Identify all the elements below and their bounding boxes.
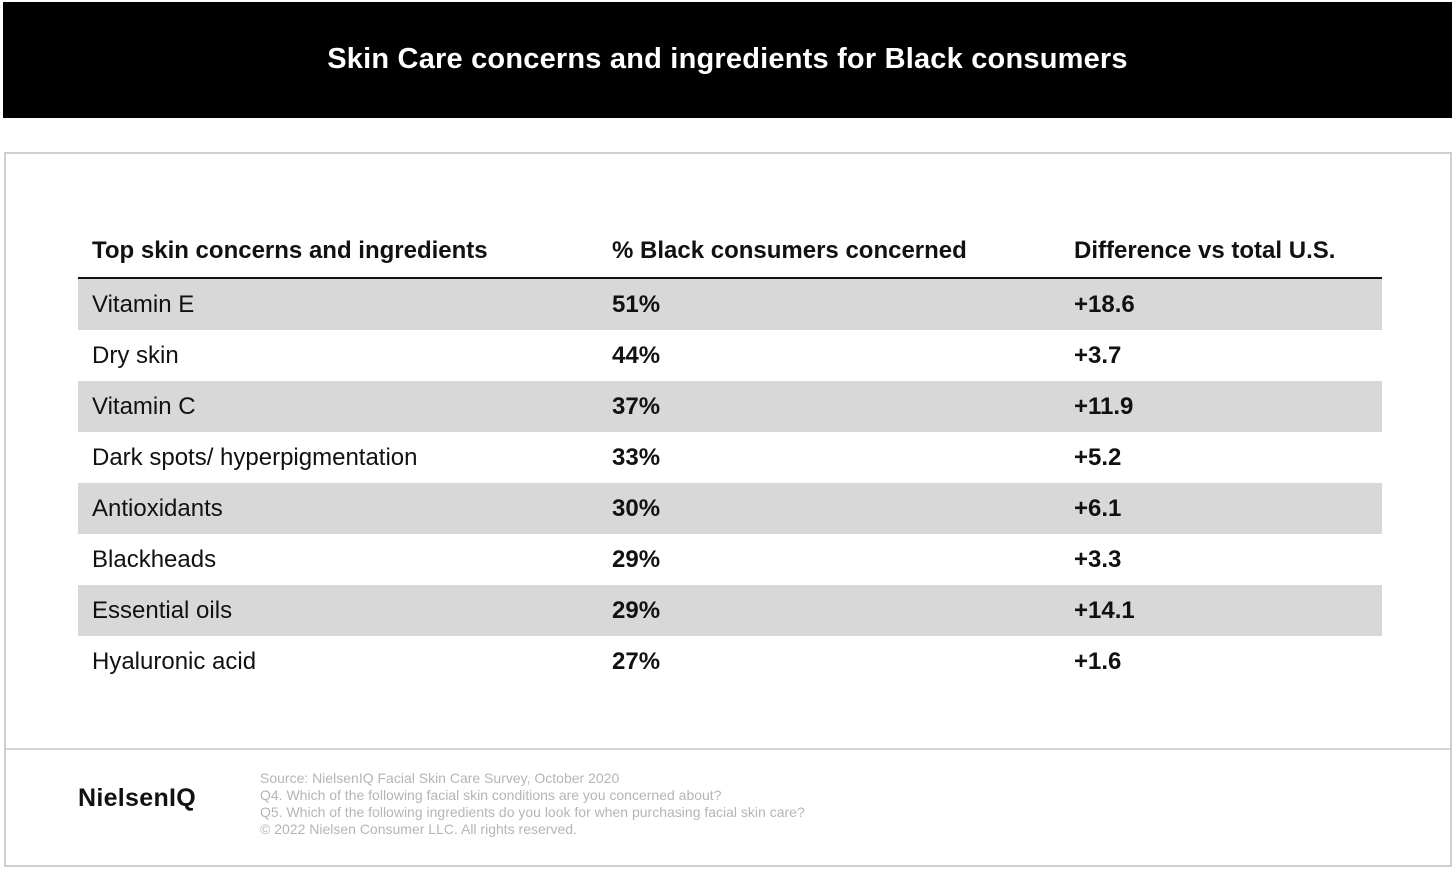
row-label: Blackheads [92, 545, 217, 573]
table-row: Dark spots/ hyperpigmentation 33% +5.2 [78, 432, 1382, 483]
column-header-percent: % Black consumers concerned [612, 236, 967, 264]
row-label: Antioxidants [92, 494, 223, 522]
row-difference: +18.6 [1074, 290, 1135, 318]
column-header-difference: Difference vs total U.S. [1074, 236, 1336, 264]
table-row: Antioxidants 30% +6.1 [78, 483, 1382, 534]
table-row: Vitamin E 51% +18.6 [78, 279, 1382, 330]
copyright-note: © 2022 Nielsen Consumer LLC. All rights … [260, 821, 577, 837]
footer: NielsenIQ Source: NielsenIQ Facial Skin … [6, 750, 1450, 865]
row-difference: +14.1 [1074, 596, 1135, 624]
page-title: Skin Care concerns and ingredients for B… [327, 42, 1128, 75]
row-difference: +6.1 [1074, 494, 1122, 522]
table-row: Dry skin 44% +3.7 [78, 330, 1382, 381]
nielseniq-logo: NielsenIQ [78, 784, 197, 812]
column-header-concern: Top skin concerns and ingredients [92, 236, 488, 264]
source-note: Source: NielsenIQ Facial Skin Care Surve… [260, 770, 620, 786]
source-notes: Source: NielsenIQ Facial Skin Care Surve… [260, 770, 805, 838]
row-label: Dry skin [92, 341, 179, 369]
table-row: Essential oils 29% +14.1 [78, 585, 1382, 636]
row-label: Dark spots/ hyperpigmentation [92, 443, 418, 471]
footer-divider [6, 748, 1450, 750]
row-percent: 27% [612, 647, 661, 675]
table-row: Hyaluronic acid 27% +1.6 [78, 636, 1382, 687]
row-percent: 33% [612, 443, 661, 471]
row-difference: +1.6 [1074, 647, 1122, 675]
row-percent: 30% [612, 494, 661, 522]
row-percent: 29% [612, 596, 661, 624]
row-difference: +3.7 [1074, 341, 1122, 369]
row-label: Hyaluronic acid [92, 647, 257, 675]
row-percent: 44% [612, 341, 661, 369]
row-difference: +5.2 [1074, 443, 1122, 471]
question-note-q5: Q5. Which of the following ingredients d… [260, 804, 805, 820]
table-card: Top skin concerns and ingredients % Blac… [4, 152, 1452, 867]
question-note-q4: Q4. Which of the following facial skin c… [260, 787, 722, 803]
table-row: Vitamin C 37% +11.9 [78, 381, 1382, 432]
row-label: Vitamin C [92, 392, 196, 420]
row-difference: +3.3 [1074, 545, 1122, 573]
row-percent: 37% [612, 392, 661, 420]
data-table: Top skin concerns and ingredients % Blac… [78, 224, 1382, 687]
row-difference: +11.9 [1074, 392, 1134, 420]
row-label: Essential oils [92, 596, 233, 624]
row-percent: 51% [612, 290, 661, 318]
title-bar: Skin Care concerns and ingredients for B… [3, 2, 1452, 118]
table-row: Blackheads 29% +3.3 [78, 534, 1382, 585]
table-header: Top skin concerns and ingredients % Blac… [78, 224, 1382, 279]
row-percent: 29% [612, 545, 661, 573]
row-label: Vitamin E [92, 290, 195, 318]
table-body: Vitamin E 51% +18.6 Dry skin 44% +3.7 Vitamin … [78, 279, 1382, 687]
